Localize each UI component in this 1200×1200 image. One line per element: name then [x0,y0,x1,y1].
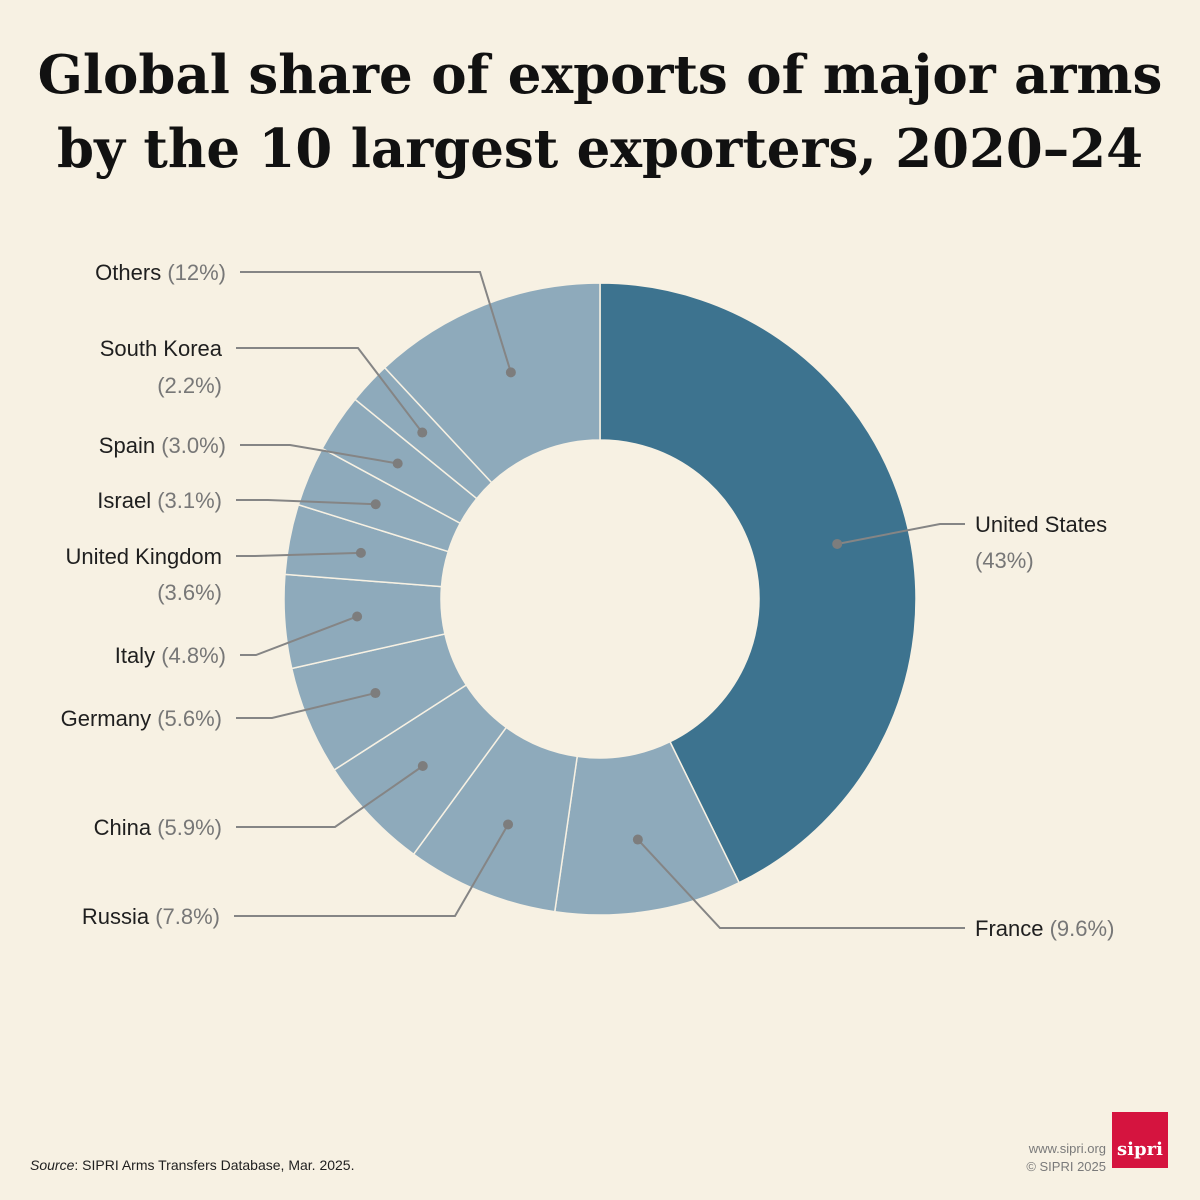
website-link[interactable]: www.sipri.org [1028,1141,1106,1156]
label-name-china: China [94,815,152,840]
leader-line-china [236,765,424,828]
label-united-kingdom: United Kingdom (3.6%) [65,544,222,605]
leader-dot-israel [370,499,381,510]
chart-title-line-2: by the 10 largest exporters, 2020–24 [57,118,1143,180]
sipri-logo: sipri [1112,1112,1168,1168]
slice-labels: United States (43%) France (9.6%) Russia (7… [61,260,1115,941]
donut-slices [283,282,917,916]
leader-lines [234,271,965,929]
label-name-spain: Spain [99,433,155,458]
source-note: Source: SIPRI Arms Transfers Database, M… [30,1157,354,1173]
label-united-states: United States (43%) [975,512,1107,573]
label-name-others: Others [95,260,161,285]
leader-line-spain [240,444,398,465]
label-value-south-korea: (2.2%) [157,373,222,398]
label-china: China (5.9%) [94,815,222,840]
leader-line-united-kingdom [236,551,361,557]
slice-others [383,282,601,484]
copyright-text: © SIPRI 2025 [1026,1159,1106,1174]
leader-line-france [637,838,965,929]
label-value-france: (9.6%) [1043,916,1114,941]
leader-line-united-states [837,523,965,545]
label-value-germany: (5.6%) [151,706,222,731]
chart-title: Global share of exports of major arms by… [0,38,1200,186]
credits: www.sipri.org © SIPRI 2025 [1026,1140,1106,1176]
leader-line-italy [240,615,358,656]
label-south-korea: South Korea (2.2%) [100,336,223,398]
leader-dot-south-korea [417,427,428,438]
label-name-united-states: United States [975,512,1107,537]
leader-line-germany [236,692,376,719]
leader-line-south-korea [236,347,424,434]
chart-title-line-1: Global share of exports of major arms [37,44,1163,106]
label-value-israel: (3.1%) [151,488,222,513]
label-france: France (9.6%) [975,916,1114,941]
leader-line-others [240,271,512,373]
label-name-south-korea: South Korea [100,336,223,361]
label-value-russia: (7.8%) [149,904,220,929]
label-germany: Germany (5.6%) [61,706,222,731]
label-name-germany: Germany [61,706,151,731]
label-spain: Spain (3.0%) [99,433,226,458]
leader-dot-russia [503,819,514,830]
label-value-united-states: (43%) [975,548,1034,573]
leader-dot-others [505,367,516,378]
label-name-france: France [975,916,1043,941]
label-value-united-kingdom: (3.6%) [157,580,222,605]
leader-dot-china [417,760,428,771]
leader-dot-france [632,834,643,845]
label-italy: Italy (4.8%) [115,643,226,668]
leader-dot-spain [392,458,403,469]
label-name-united-kingdom: United Kingdom [65,544,222,569]
label-value-china: (5.9%) [151,815,222,840]
leader-dot-germany [370,688,381,699]
leader-dot-united-kingdom [355,547,366,558]
label-value-others: (12%) [161,260,226,285]
label-name-russia: Russia [82,904,150,929]
leader-dot-italy [352,611,363,622]
label-israel: Israel (3.1%) [97,488,222,513]
label-russia: Russia (7.8%) [82,904,220,929]
leader-line-russia [234,823,509,917]
label-others: Others (12%) [95,260,226,285]
label-name-italy: Italy [115,643,155,668]
source-label: Source [30,1157,75,1173]
label-value-italy: (4.8%) [155,643,226,668]
sipri-logo-text: sipri [1117,1139,1163,1160]
label-value-spain: (3.0%) [155,433,226,458]
source-text: : SIPRI Arms Transfers Database, Mar. 20… [74,1157,355,1173]
label-name-israel: Israel [97,488,151,513]
slice-united-states [599,282,917,884]
leader-dot-united-states [832,538,843,549]
leader-line-israel [236,499,376,506]
